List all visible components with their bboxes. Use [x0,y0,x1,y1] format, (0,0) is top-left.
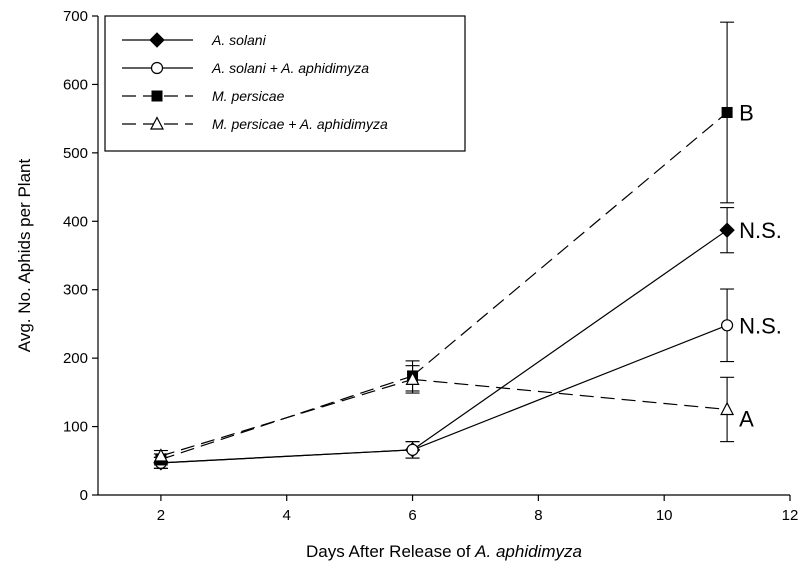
x-tick-label: 6 [408,507,416,524]
x-axis-title: Days After Release of A. aphidimyza [306,542,582,561]
plot-area: B N.S. N.S. A [153,21,782,471]
marker-triangle [405,371,420,385]
legend-label: A. solani [211,32,267,48]
y-tick-label: 700 [63,8,88,25]
marker-triangle [150,116,164,130]
significance-label: A [739,406,754,431]
marker-square [721,106,733,118]
legend: A. solani A. solani + A. aphidimyza M. per… [104,15,466,152]
x-tick-label: 10 [656,507,673,524]
y-tick-label: 600 [63,76,88,93]
marker-circle [720,319,734,332]
series-line [412,229,728,451]
marker-diamond [149,32,165,48]
x-axis-title-text: Days After Release of [306,542,475,561]
legend-item: A. solani + A. aphidimyza [122,60,369,76]
y-tick-label: 200 [63,350,88,367]
y-tick-label: 300 [63,282,88,299]
y-axis-title: Avg. No. Aphids per Plant [15,159,34,353]
legend-label: M. persicae [212,88,285,104]
significance-label: B [739,100,754,125]
significance-label: N.S. [739,313,782,338]
marker-circle [406,443,419,456]
series-1 [153,288,735,469]
x-tick-label: 12 [782,507,799,524]
significance-label: N.S. [739,218,782,243]
legend-item: A. solani [122,32,267,48]
x-axis-title-species: A. aphidimyza [474,542,582,561]
x-tick-label: 4 [283,507,291,524]
legend-box [104,15,466,152]
y-tick-label: 500 [63,145,88,162]
series-line [160,449,413,464]
legend-label: A. solani + A. aphidimyza [211,60,369,76]
series-line [412,378,728,411]
marker-triangle [720,401,735,416]
series-line [412,324,728,451]
y-tick-label: 100 [63,419,88,436]
series-line [412,112,728,377]
y-tick-label: 0 [80,487,88,504]
x-tick-label: 2 [157,507,165,524]
x-tick-label: 8 [534,507,542,524]
legend-item: M. persicae [122,88,285,104]
y-tick-label: 400 [63,213,88,230]
series-0 [153,207,735,471]
marker-diamond [719,222,735,238]
axes: 0 100 200 300 400 500 600 700 2 4 6 8 10 12 Days After… [15,8,798,561]
series-line [160,378,413,457]
legend-label: M. persicae + A. aphidimyza [212,116,388,132]
marker-square [151,90,163,102]
marker-triangle [153,448,168,462]
marker-circle [150,61,164,75]
legend-item: M. persicae + A. aphidimyza [122,116,388,132]
series-3 [153,365,735,463]
